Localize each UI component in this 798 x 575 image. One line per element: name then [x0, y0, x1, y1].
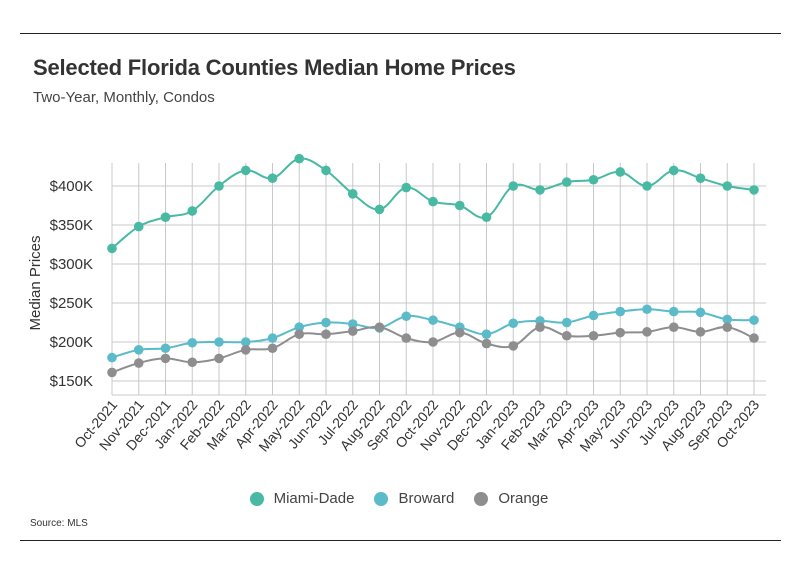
data-point-orange	[187, 357, 198, 368]
data-point-orange	[214, 353, 224, 364]
data-point-orange	[615, 327, 626, 338]
data-point-broward	[722, 314, 733, 325]
top-rule	[20, 33, 781, 34]
data-point-orange	[321, 329, 331, 340]
data-point-broward	[508, 318, 519, 329]
data-point-broward	[107, 352, 117, 363]
data-point-miami-dade	[187, 206, 198, 216]
legend: Miami-Dade Broward Orange	[0, 490, 798, 507]
grid	[111, 163, 766, 396]
data-point-miami-dade	[240, 165, 251, 176]
data-point-miami-dade	[321, 165, 331, 176]
chart-title: Selected Florida Counties Median Home Pr…	[33, 55, 516, 80]
data-point-miami-dade	[160, 212, 171, 222]
data-point-orange	[401, 333, 412, 343]
data-point-broward	[133, 345, 144, 355]
bottom-rule	[20, 540, 781, 541]
chart-subtitle: Two-Year, Monthly, Condos	[33, 89, 215, 106]
data-point-broward	[347, 319, 358, 329]
source-note: Source: MLS	[30, 518, 88, 529]
legend-swatch-miami-dade	[249, 491, 264, 506]
data-point-miami-dade	[749, 185, 759, 195]
data-point-broward	[428, 315, 438, 325]
data-point-broward	[240, 337, 251, 347]
data-point-orange	[347, 326, 358, 336]
data-point-miami-dade	[107, 243, 117, 254]
y-tick-label: $150K	[50, 373, 93, 390]
data-point-broward	[588, 310, 599, 321]
y-axis-label: Median Prices	[27, 235, 44, 330]
data-point-miami-dade	[294, 153, 305, 164]
data-point-miami-dade	[535, 185, 545, 195]
data-point-orange	[107, 367, 117, 378]
data-point-broward	[187, 337, 198, 348]
data-point-orange	[535, 322, 545, 332]
data-point-orange	[267, 343, 278, 354]
data-point-orange	[722, 322, 733, 332]
data-point-orange	[481, 338, 492, 349]
data-point-orange	[588, 330, 599, 341]
data-point-orange	[668, 322, 679, 332]
x-axis-ticks: Oct-2021Nov-2021Dec-2021Jan-2022Feb-2022…	[71, 396, 762, 454]
data-point-orange	[160, 353, 171, 364]
data-point-broward	[642, 304, 652, 315]
data-point-orange	[508, 341, 519, 351]
series-group	[107, 153, 759, 378]
data-point-miami-dade	[508, 181, 519, 191]
data-point-broward	[695, 307, 706, 318]
legend-swatch-orange	[474, 491, 489, 506]
y-axis-ticks: $150K $200K $250K $300K $350K $400K	[50, 178, 93, 390]
data-point-miami-dade	[561, 177, 572, 187]
data-point-orange	[374, 322, 385, 332]
data-point-broward	[321, 317, 331, 328]
y-tick-label: $300K	[50, 256, 93, 273]
data-point-miami-dade	[428, 196, 438, 207]
data-point-orange	[294, 329, 305, 340]
data-point-miami-dade	[588, 174, 599, 185]
data-point-miami-dade	[214, 181, 224, 191]
data-point-miami-dade	[668, 165, 679, 176]
data-point-orange	[749, 333, 759, 343]
data-point-miami-dade	[695, 173, 706, 183]
data-point-broward	[294, 322, 305, 332]
data-point-broward	[668, 306, 679, 317]
data-point-broward	[401, 311, 412, 322]
data-point-orange	[428, 337, 438, 347]
data-point-miami-dade	[267, 173, 278, 183]
data-point-broward	[561, 317, 572, 328]
legend-item-orange: Orange	[474, 490, 548, 507]
y-tick-label: $400K	[50, 178, 93, 195]
data-point-miami-dade	[481, 212, 492, 222]
data-point-miami-dade	[722, 181, 733, 191]
legend-swatch-broward	[374, 491, 389, 506]
data-point-miami-dade	[133, 221, 144, 232]
data-point-miami-dade	[615, 167, 626, 177]
legend-label-miami-dade: Miami-Dade	[273, 490, 355, 507]
data-point-broward	[214, 337, 224, 347]
data-point-miami-dade	[401, 182, 412, 193]
legend-label-orange: Orange	[498, 490, 549, 507]
y-tick-label: $350K	[50, 217, 93, 234]
data-point-broward	[267, 333, 278, 343]
data-point-broward	[160, 343, 171, 354]
data-point-miami-dade	[374, 204, 385, 215]
data-point-broward	[481, 329, 492, 340]
y-tick-label: $200K	[50, 334, 93, 351]
data-point-broward	[615, 306, 626, 317]
legend-label-broward: Broward	[398, 490, 455, 507]
data-point-miami-dade	[642, 181, 652, 191]
legend-item-miami-dade: Miami-Dade	[249, 490, 355, 507]
data-point-orange	[240, 345, 251, 355]
y-tick-label: $250K	[50, 295, 93, 312]
data-point-orange	[561, 330, 572, 341]
legend-item-broward: Broward	[374, 490, 454, 507]
data-point-miami-dade	[454, 200, 465, 211]
data-point-broward	[749, 315, 759, 325]
data-point-orange	[695, 327, 706, 337]
data-point-orange	[133, 358, 144, 368]
data-point-orange	[454, 327, 465, 338]
data-point-miami-dade	[347, 189, 358, 199]
data-point-orange	[642, 327, 652, 337]
